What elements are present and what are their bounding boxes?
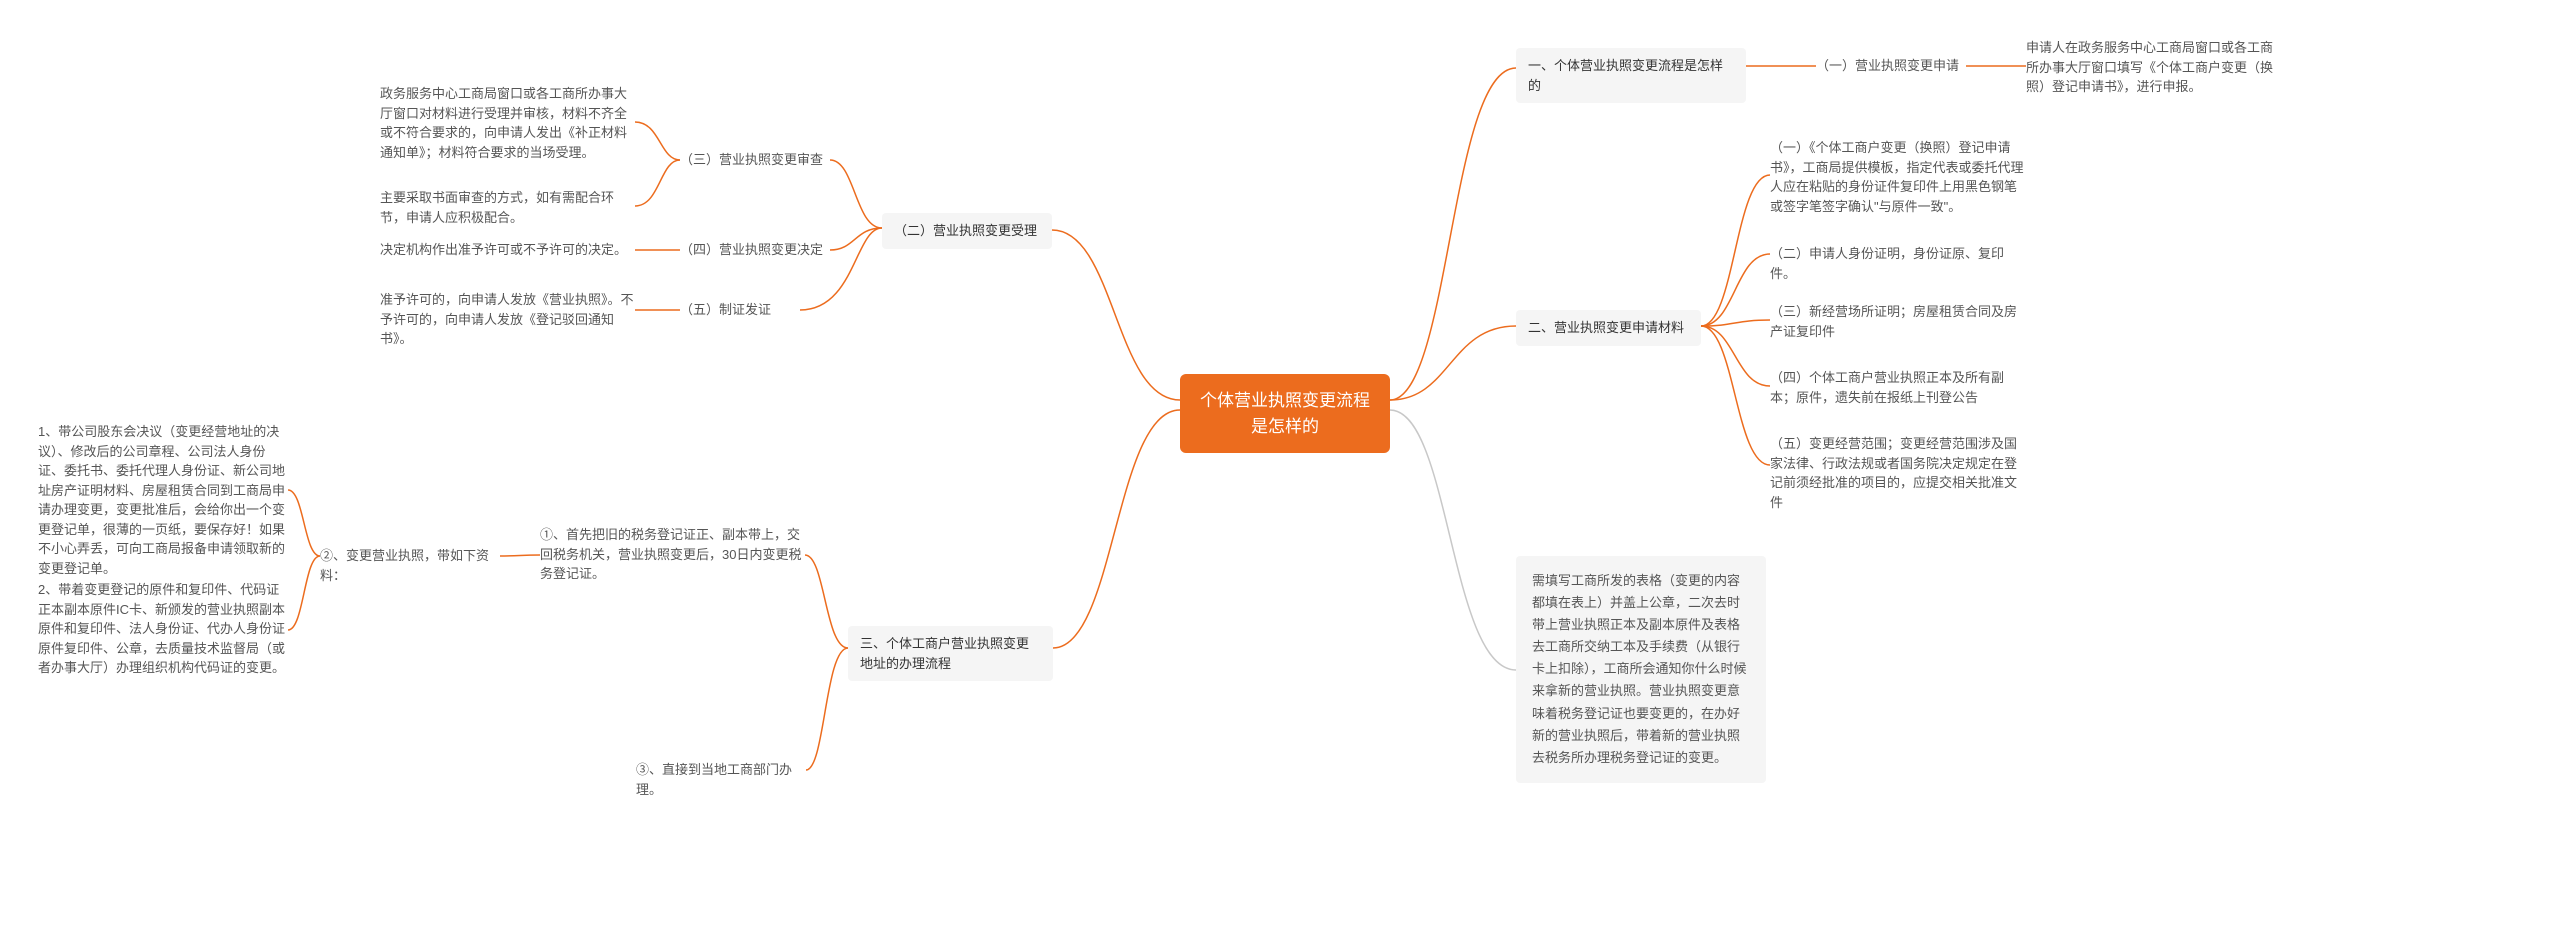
r-branch1-leaf: 申请人在政务服务中心工商局窗口或各工商所办事大厅窗口填写《个体工商户变更（换照）… (2026, 38, 2276, 97)
l-b2-c0-label: （三）营业执照变更审查 (680, 152, 823, 167)
l-b3-c0-sl1: 2、带着变更登记的原件和复印件、代码证正本副本原件IC卡、新颁发的营业执照副本原… (38, 582, 285, 675)
root-node: 个体营业执照变更流程是怎样的 (1180, 374, 1390, 453)
r-branch1-child: （一）营业执照变更申请 (1816, 56, 1966, 76)
l-b2-c1-label: （四）营业执照变更决定 (680, 242, 823, 257)
l-b2-c2: （五）制证发证 (680, 300, 800, 320)
l-branch3-label: 三、个体工商户营业执照变更地址的办理流程 (860, 636, 1029, 671)
l-b3-c1-label: ③、直接到当地工商部门办理。 (636, 762, 792, 797)
l-b3-c0-label: ①、首先把旧的税务登记证正、副本带上，交回税务机关，营业执照变更后，30日内变更… (540, 527, 801, 581)
r-branch1-child-label: （一）营业执照变更申请 (1816, 58, 1959, 73)
r-b2-i3: （四）个体工商户营业执照正本及所有副本；原件，遗失前在报纸上刊登公告 (1770, 370, 2004, 405)
l-b3-c0-sub-label: ②、变更营业执照，带如下资料： (320, 548, 489, 583)
l-b2-c1-leaf: 决定机构作出准予许可或不予许可的决定。 (380, 240, 635, 260)
l-b2-c0: （三）营业执照变更审查 (680, 150, 830, 170)
r-branch1: 一、个体营业执照变更流程是怎样的 (1516, 48, 1746, 103)
r-branch2-item2: （三）新经营场所证明；房屋租赁合同及房产证复印件 (1770, 302, 2025, 341)
r-branch2-item1: （二）申请人身份证明，身份证原、复印件。 (1770, 244, 2025, 283)
r-branch1-leaf-text: 申请人在政务服务中心工商局窗口或各工商所办事大厅窗口填写《个体工商户变更（换照）… (2026, 40, 2273, 94)
l-b3-c1: ③、直接到当地工商部门办理。 (636, 760, 806, 799)
r-branch1-label: 一、个体营业执照变更流程是怎样的 (1528, 58, 1723, 93)
l-b2-c2-label: （五）制证发证 (680, 302, 771, 317)
l-b2-c1: （四）营业执照变更决定 (680, 240, 830, 260)
l-b2-c0-l1: 主要采取书面审查的方式，如有需配合环节，申请人应积极配合。 (380, 190, 614, 225)
l-b2-c2-leaf: 准予许可的，向申请人发放《营业执照》。不予许可的，向申请人发放《登记驳回通知书》… (380, 290, 635, 349)
l-branch2: （二）营业执照变更受理 (882, 213, 1052, 249)
l-branch3: 三、个体工商户营业执照变更地址的办理流程 (848, 626, 1053, 681)
r-branch2: 二、营业执照变更申请材料 (1516, 310, 1701, 346)
root-title: 个体营业执照变更流程是怎样的 (1200, 391, 1370, 436)
l-b2-c1-l: 决定机构作出准予许可或不予许可的决定。 (380, 242, 627, 257)
r-b2-i2: （三）新经营场所证明；房屋租赁合同及房产证复印件 (1770, 304, 2017, 339)
r-branch2-item0: （一）《个体工商户变更（换照）登记申请书》，工商局提供模板，指定代表或委托代理人… (1770, 138, 2025, 216)
l-b3-c0-sub-l0: 1、带公司股东会决议（变更经营地址的决议）、修改后的公司章程、公司法人身份证、委… (38, 422, 288, 578)
l-branch2-label: （二）营业执照变更受理 (894, 223, 1037, 238)
l-b2-c0-leaf1: 主要采取书面审查的方式，如有需配合环节，申请人应积极配合。 (380, 188, 635, 227)
l-b3-c0: ①、首先把旧的税务登记证正、副本带上，交回税务机关，营业执照变更后，30日内变更… (540, 525, 805, 584)
r-b2-i4: （五）变更经营范围；变更经营范围涉及国家法律、行政法规或者国务院决定规定在登记前… (1770, 436, 2017, 510)
r-b2-i0: （一）《个体工商户变更（换照）登记申请书》，工商局提供模板，指定代表或委托代理人… (1770, 140, 2024, 214)
r-b2-i1: （二）申请人身份证明，身份证原、复印件。 (1770, 246, 2004, 281)
l-b2-c0-l0: 政务服务中心工商局窗口或各工商所办事大厅窗口对材料进行受理并审核，材料不齐全或不… (380, 86, 627, 160)
l-b3-c0-sl0: 1、带公司股东会决议（变更经营地址的决议）、修改后的公司章程、公司法人身份证、委… (38, 424, 285, 576)
r-branch2-item3: （四）个体工商户营业执照正本及所有副本；原件，遗失前在报纸上刊登公告 (1770, 368, 2025, 407)
l-b3-c0-sub-l1: 2、带着变更登记的原件和复印件、代码证正本副本原件IC卡、新颁发的营业执照副本原… (38, 580, 288, 678)
l-b2-c2-l: 准予许可的，向申请人发放《营业执照》。不予许可的，向申请人发放《登记驳回通知书》… (380, 292, 634, 346)
r-branch2-item4: （五）变更经营范围；变更经营范围涉及国家法律、行政法规或者国务院决定规定在登记前… (1770, 434, 2025, 512)
r-branch2-label: 二、营业执照变更申请材料 (1528, 320, 1684, 335)
l-b2-c0-leaf0: 政务服务中心工商局窗口或各工商所办事大厅窗口对材料进行受理并审核，材料不齐全或不… (380, 84, 635, 162)
l-b3-c0-sub: ②、变更营业执照，带如下资料： (320, 546, 500, 585)
r-note: 需填写工商所发的表格（变更的内容都填在表上）并盖上公章，二次去时带上营业执照正本… (1516, 556, 1766, 783)
r-note-text: 需填写工商所发的表格（变更的内容都填在表上）并盖上公章，二次去时带上营业执照正本… (1532, 573, 1747, 765)
